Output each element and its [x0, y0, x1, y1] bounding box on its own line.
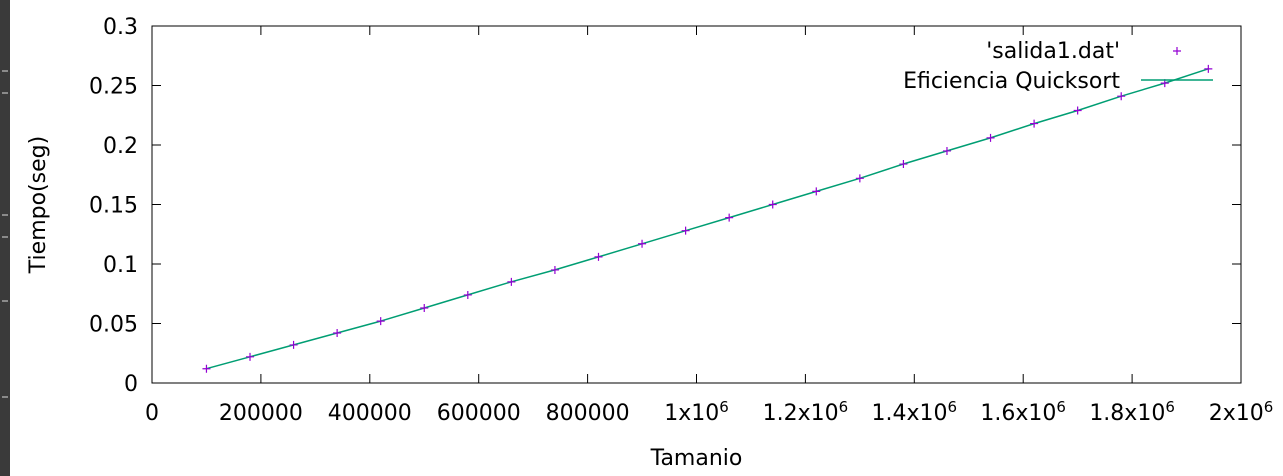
x-tick-label: 2x106 — [1209, 398, 1274, 426]
x-tick-label: 1x106 — [664, 398, 729, 426]
x-tick-label: 0 — [145, 401, 159, 426]
legend-plus-marker — [1173, 47, 1181, 55]
x-tick-label-exponent: 6 — [1165, 398, 1175, 416]
data-point — [1030, 119, 1039, 128]
data-point — [289, 340, 298, 349]
window-edge-strip — [0, 0, 10, 476]
data-point — [202, 364, 211, 373]
x-tick-label-exponent: 6 — [839, 398, 849, 416]
data-point — [1073, 106, 1082, 115]
y-tick-label: 0.25 — [89, 75, 138, 100]
x-tick-label: 800000 — [546, 401, 630, 426]
x-tick-label: 600000 — [437, 401, 521, 426]
plot-frame — [151, 25, 1242, 384]
legend-marker-salida1 — [1173, 47, 1181, 55]
data-point — [681, 226, 690, 235]
y-tick-label: 0.1 — [103, 253, 138, 278]
x-tick-label: 200000 — [219, 401, 303, 426]
x-tick-label: 1.2x106 — [763, 398, 849, 426]
x-tick-label: 400000 — [328, 401, 412, 426]
y-tick-label: 0.15 — [89, 194, 138, 219]
data-point — [899, 160, 908, 169]
y-tick-label: 0.2 — [103, 134, 138, 159]
x-tick-label-exponent: 6 — [1264, 398, 1274, 416]
data-point — [1117, 92, 1126, 101]
x-tick-label-exponent: 6 — [1056, 398, 1066, 416]
legend-label-salida1: 'salida1.dat' — [986, 39, 1120, 64]
x-tick-label: 1.4x106 — [872, 398, 958, 426]
data-point — [507, 277, 516, 286]
data-point — [855, 174, 864, 183]
y-tick-label: 0 — [124, 372, 138, 397]
data-point — [638, 239, 647, 248]
y-axis-label: Tiempo(seg) — [26, 136, 51, 274]
x-axis-label: Tamanio — [650, 446, 743, 471]
data-point — [420, 304, 429, 313]
legend: 'salida1.dat' Eficiencia Quicksort — [903, 39, 1213, 94]
x-tick-label: 1.8x106 — [1089, 398, 1175, 426]
data-point — [550, 265, 559, 274]
data-point — [986, 133, 995, 142]
x-tick-label-exponent: 6 — [948, 398, 958, 416]
data-point — [725, 213, 734, 222]
x-tick-label-exponent: 6 — [719, 398, 729, 416]
x-tick-label: 1.6x106 — [980, 398, 1066, 426]
x-axis-ticks: 0 200000 400000 600000 800000 1x106 1.2x106 1.4… — [145, 26, 1273, 426]
data-point — [594, 252, 603, 261]
y-tick-label: 0.05 — [89, 313, 138, 338]
y-tick-label: 0.3 — [103, 15, 138, 40]
data-point — [463, 290, 472, 299]
y-axis-ticks: 0 0.05 0.1 0.15 0.2 0.25 0.3 — [89, 15, 1241, 397]
data-point — [942, 146, 951, 155]
data-point — [333, 329, 342, 338]
plot-series — [202, 64, 1213, 373]
legend-label-quicksort: Eficiencia Quicksort — [903, 69, 1120, 94]
data-point — [246, 352, 255, 361]
data-point — [812, 187, 821, 196]
data-point — [376, 317, 385, 326]
data-point — [768, 200, 777, 209]
series-line-quicksort — [206, 68, 1209, 370]
data-point — [1204, 64, 1213, 73]
